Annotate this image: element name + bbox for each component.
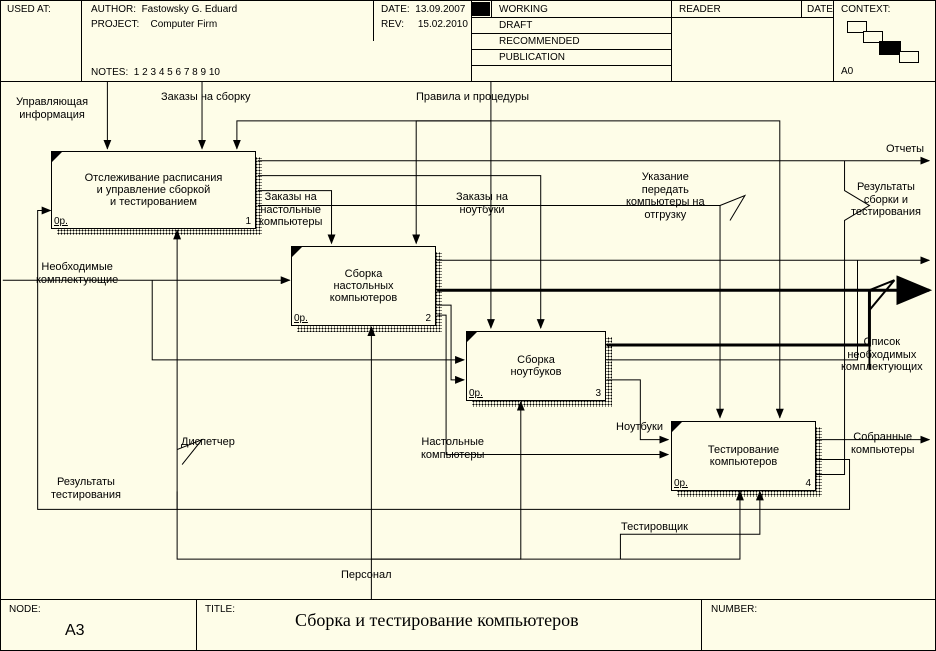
- activity-box-3: Сборка ноутбуков 0р. 3: [466, 331, 606, 401]
- working-marker: [472, 2, 490, 16]
- label-desk-orders: Заказы на настольные компьютеры: [259, 191, 322, 229]
- label-components-list: Список необходимых комплектующих: [841, 336, 923, 374]
- project-label: PROJECT:: [91, 19, 139, 30]
- draft-label: DRAFT: [495, 18, 536, 33]
- activity-box-1: Отслеживание расписания и управление сбо…: [51, 151, 256, 229]
- label-personnel: Персонал: [341, 569, 392, 582]
- rev-label: REV:: [381, 19, 404, 30]
- title-label: TITLE:: [201, 602, 239, 617]
- node-value: A3: [61, 620, 89, 642]
- activity-box-1-op: 0р.: [54, 216, 68, 227]
- notes-label: NOTES:: [91, 67, 128, 78]
- publication-label: PUBLICATION: [495, 50, 569, 65]
- activity-box-3-op: 0р.: [469, 388, 483, 399]
- idef0-frame: USED AT: AUTHOR: Fastowsky G. Eduard PRO…: [0, 0, 936, 651]
- reader-label: READER: [675, 2, 725, 17]
- activity-box-2-title: Сборка настольных компьютеров: [330, 268, 397, 304]
- label-rules: Правила и процедуры: [416, 91, 529, 104]
- label-dispatcher: Диспетчер: [181, 436, 235, 449]
- label-needed-components: Необходимые комплектующие: [36, 261, 118, 286]
- date-label: DATE:: [381, 4, 410, 15]
- label-tester: Тестировщик: [621, 521, 688, 534]
- header: USED AT: AUTHOR: Fastowsky G. Eduard PRO…: [1, 1, 935, 82]
- activity-box-1-title: Отслеживание расписания и управление сбо…: [85, 172, 223, 208]
- author-label: AUTHOR:: [91, 4, 136, 15]
- project-value: Computer Firm: [150, 19, 217, 30]
- activity-box-4-num: 4: [805, 478, 811, 489]
- title-value: Сборка и тестирование компьютеров: [291, 608, 583, 633]
- label-control-info: Управляющая информация: [16, 96, 88, 121]
- label-results: Результаты сборки и тестирования: [851, 181, 921, 219]
- label-reports: Отчеты: [886, 143, 924, 156]
- label-laptop-orders: Заказы на ноутбуки: [456, 191, 508, 216]
- activity-box-4-op: 0р.: [674, 478, 688, 489]
- context-code: A0: [837, 64, 857, 79]
- number-label: NUMBER:: [707, 602, 761, 617]
- recommended-label: RECOMMENDED: [495, 34, 584, 49]
- diagram-canvas: Отслеживание расписания и управление сбо…: [1, 81, 935, 600]
- context-box-3: [879, 41, 901, 55]
- label-ship-instr: Указание передать компьютеры на отгрузку: [626, 171, 705, 222]
- working-label: WORKING: [495, 2, 552, 17]
- activity-box-3-title: Сборка ноутбуков: [510, 354, 561, 378]
- reader-date-label: DATE: [803, 2, 837, 17]
- node-label: NODE:: [5, 602, 45, 617]
- label-test-results: Результаты тестирования: [51, 476, 121, 501]
- context-label: CONTEXT:: [837, 2, 894, 17]
- activity-box-2: Сборка настольных компьютеров 0р. 2: [291, 246, 436, 326]
- label-laptops: Ноутбуки: [616, 421, 663, 434]
- activity-box-2-num: 2: [425, 313, 431, 324]
- activity-box-1-num: 1: [245, 216, 251, 227]
- activity-box-2-op: 0р.: [294, 313, 308, 324]
- rev-value: 15.02.2010: [418, 19, 468, 30]
- date-value: 13.09.2007: [415, 4, 465, 15]
- author-value: Fastowsky G. Eduard: [142, 4, 238, 15]
- label-desk-pcs: Настольные компьютеры: [421, 436, 484, 461]
- label-orders: Заказы на сборку: [161, 91, 251, 104]
- activity-box-4-title: Тестирование компьютеров: [708, 444, 779, 468]
- footer: NODE: A3 TITLE: Сборка и тестирование ко…: [1, 599, 935, 650]
- label-assembled: Собранные компьютеры: [851, 431, 914, 456]
- context-box-4: [899, 51, 919, 63]
- activity-box-3-num: 3: [595, 388, 601, 399]
- activity-box-4: Тестирование компьютеров 0р. 4: [671, 421, 816, 491]
- notes-value: 1 2 3 4 5 6 7 8 9 10: [134, 67, 220, 78]
- used-at-label: USED AT:: [3, 2, 55, 17]
